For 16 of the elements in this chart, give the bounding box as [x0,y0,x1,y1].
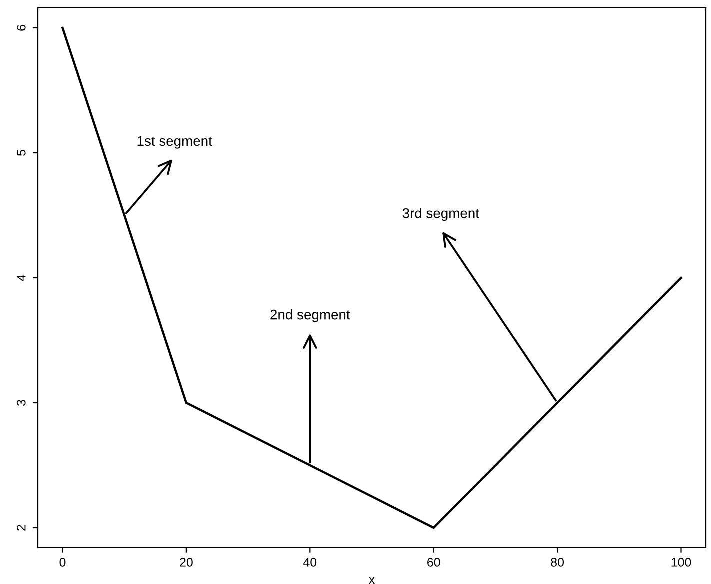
y-tick-label: 6 [16,25,26,31]
y-tick-label: 5 [17,150,26,156]
x-tick-label: 0 [60,558,66,567]
x-axis-title: x [369,577,375,584]
annotation: 2nd segment [270,309,350,322]
x-tick-label: 40 [303,558,317,567]
y-tick-label: 2 [16,525,26,531]
line-series [62,26,682,530]
x-tick-label: 20 [180,558,193,567]
x-tick-label: 80 [551,558,564,567]
y-tick-label: 4 [17,274,26,282]
x-tick-label: 100 [672,558,692,567]
y-tick-label: 3 [16,400,26,406]
annotation: 3rd segment [402,208,480,222]
x-tick-label: 60 [428,558,440,567]
annotation: 1st segment [138,136,212,149]
